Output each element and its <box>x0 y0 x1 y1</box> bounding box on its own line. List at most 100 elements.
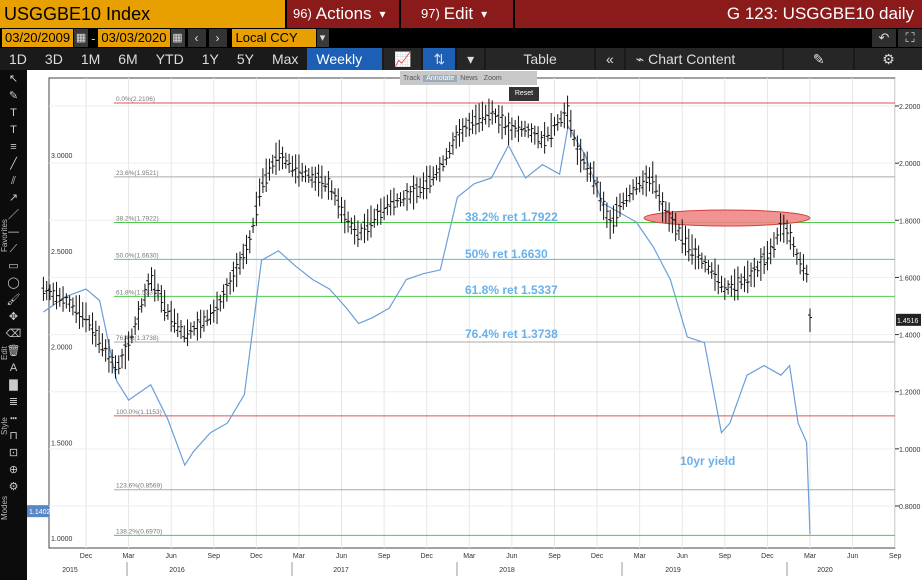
left-axis-tick: 1.0000 <box>51 536 73 543</box>
x-axis-month: Dec <box>591 553 604 560</box>
x-axis-month: Sep <box>548 553 561 560</box>
trash-icon[interactable]: 🗑 <box>6 345 21 357</box>
style-label: Style <box>0 417 9 435</box>
right-axis-tick: 0.8000 <box>899 504 921 511</box>
lock-icon[interactable]: ⊡ <box>8 447 19 459</box>
brush-icon[interactable]: 🖌 <box>6 294 21 306</box>
gear-icon[interactable]: ⚙ <box>855 48 922 70</box>
x-axis-month: Jun <box>677 553 688 560</box>
x-axis-month: Dec <box>80 553 93 560</box>
left-axis-tick: 1.5000 <box>51 440 73 447</box>
fib-level-label: 123.6%(0.8569) <box>116 483 162 490</box>
yield-series <box>43 124 811 535</box>
edit-section-label: Edit <box>0 346 9 360</box>
security-title[interactable]: USGGBE10 Index <box>0 0 285 28</box>
chevron-down-icon[interactable]: ▾ <box>316 29 329 47</box>
pencil-icon[interactable]: ✎ <box>784 48 854 70</box>
track-button[interactable]: Track <box>403 74 421 82</box>
line-style-icon[interactable]: ┅ <box>10 413 17 425</box>
text-icon[interactable]: T <box>10 107 17 119</box>
table-button[interactable]: Table <box>486 48 594 70</box>
period-1y[interactable]: 1Y <box>201 51 219 67</box>
chart-content-label: Chart Content <box>648 51 736 67</box>
breakeven-series <box>41 95 812 379</box>
gridlines <box>48 77 896 549</box>
news-button[interactable]: News <box>460 74 478 82</box>
x-axis-month: Sep <box>719 553 732 560</box>
left-axis-tick: 2.5000 <box>51 249 73 256</box>
magnet-icon[interactable]: ⊓ <box>9 430 18 442</box>
actions-label: Actions <box>315 4 372 23</box>
scroll-left-button[interactable]: ‹ <box>187 29 206 47</box>
fib-level-label: 61.8%(1.5337) <box>116 289 159 296</box>
drawing-toolbar: ↖ ✎ T T ≡ ╱ ⫽ ↗ ／ — ⟋ ▭ ◯ 🖌 ✥ ⌫ 🗑 A ▇ ≣ … <box>0 70 27 580</box>
x-axis-year: 2015 <box>62 567 78 574</box>
zoom-button[interactable]: Zoom <box>483 74 502 82</box>
line-width-icon[interactable]: ≣ <box>8 396 19 408</box>
left-last-value: 1.1402 <box>29 509 51 516</box>
yield-line <box>43 124 811 535</box>
period-1m[interactable]: 1M <box>80 51 101 67</box>
hline-icon[interactable]: — <box>8 226 19 238</box>
x-axis-month: Jun <box>506 553 517 560</box>
period-5y[interactable]: 5Y <box>236 51 254 67</box>
title-bar: USGGBE10 Index 96) Actions ▾ 97) Edit ▾ … <box>0 0 922 28</box>
fibonacci-levels: 0.0%(2.2106) 23.6%(1.9521) 38.2%(1.7922) 50… <box>114 96 895 536</box>
chart-type-dropdown[interactable]: ▾ <box>457 48 485 70</box>
chart-function-title: G 123: USGGBE10 daily <box>515 0 922 28</box>
reset-button[interactable]: Reset <box>509 87 539 101</box>
start-calendar-icon[interactable]: ▦ <box>74 29 89 47</box>
period-6m[interactable]: 6M <box>118 51 138 67</box>
ray-icon[interactable]: ⟋ <box>9 243 18 255</box>
x-axis-month: Mar <box>634 553 647 560</box>
font-icon[interactable]: A <box>9 362 18 374</box>
annotate-button[interactable]: Annotate <box>423 74 458 82</box>
cursor-icon[interactable]: ↖ <box>8 73 19 85</box>
color-icon[interactable]: ▇ <box>9 379 18 391</box>
x-axis-month: Dec <box>250 553 263 560</box>
fullscreen-icon[interactable]: ⛶ <box>898 29 922 47</box>
channel-icon[interactable]: ⫽ <box>11 175 16 187</box>
x-axis-month: Jun <box>847 553 858 560</box>
currency-select[interactable]: Local CCY <box>231 29 316 47</box>
fib-icon[interactable]: ≡ <box>10 141 17 153</box>
settings-icon[interactable]: ⚙ <box>8 481 19 493</box>
line-chart-icon[interactable]: 📈 <box>384 48 422 70</box>
bar-chart-icon[interactable]: ⇅ <box>423 48 456 70</box>
period-max[interactable]: Max <box>271 51 299 67</box>
crosshair-icon[interactable]: ⊕ <box>8 464 19 476</box>
chart-area[interactable]: 0.0%(2.2106) 23.6%(1.9521) 38.2%(1.7922) 50… <box>27 70 922 580</box>
left-last-value-box <box>27 505 49 518</box>
annotation-ret-382: 38.2% ret 1.7922 <box>465 210 558 224</box>
actions-menu[interactable]: 96) Actions ▾ <box>287 0 399 28</box>
frequency-label: Weekly <box>316 51 363 67</box>
edit-menu[interactable]: 97) Edit ▾ <box>401 0 513 28</box>
x-axis-month: Sep <box>208 553 221 560</box>
chart-content-button[interactable]: ⌁ Chart Content <box>625 48 783 70</box>
arrow-icon[interactable]: ↗ <box>8 192 19 204</box>
end-calendar-icon[interactable]: ▦ <box>170 29 185 47</box>
start-date-input[interactable]: 03/20/2009 <box>2 29 74 47</box>
period-3d[interactable]: 3D <box>44 51 63 67</box>
pen-icon[interactable]: ✎ <box>8 90 19 102</box>
end-date-input[interactable]: 03/03/2020 <box>98 29 170 47</box>
rectangle-icon[interactable]: ▭ <box>8 260 19 272</box>
eraser-icon[interactable]: ⌫ <box>5 328 22 340</box>
frequency-select[interactable]: Weekly ▼ <box>307 48 382 89</box>
trendline-icon[interactable]: ╱ <box>10 158 17 170</box>
period-ytd[interactable]: YTD <box>155 51 184 67</box>
line-icon[interactable]: ／ <box>8 209 19 221</box>
period-1d[interactable]: 1D <box>9 51 27 67</box>
move-icon[interactable]: ✥ <box>8 311 19 323</box>
x-axis-month: Jun <box>166 553 177 560</box>
fib-level-label: 38.2%(1.7922) <box>116 216 159 223</box>
collapse-icon[interactable]: « <box>596 48 624 70</box>
ellipse-icon[interactable]: ◯ <box>7 277 20 289</box>
x-axis-month: Mar <box>293 553 306 560</box>
left-axis-tick: 2.0000 <box>51 345 73 352</box>
right-axis-tick: 2.2000 <box>899 104 921 111</box>
textbox-icon[interactable]: T <box>10 124 17 136</box>
undo-icon[interactable]: ↶ <box>872 29 896 47</box>
scroll-right-button[interactable]: › <box>208 29 227 47</box>
x-axis-year: 2016 <box>169 567 185 574</box>
